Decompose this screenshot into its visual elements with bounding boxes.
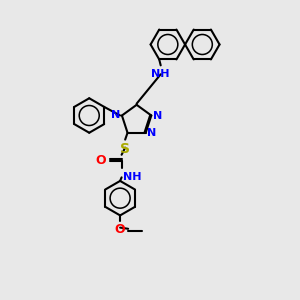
Text: NH: NH xyxy=(123,172,142,182)
Text: N: N xyxy=(147,128,156,138)
Text: S: S xyxy=(120,142,130,156)
Text: N: N xyxy=(111,110,120,120)
Text: NH: NH xyxy=(152,69,170,79)
Text: O: O xyxy=(95,154,106,167)
Text: N: N xyxy=(152,110,162,121)
Text: O: O xyxy=(115,223,125,236)
